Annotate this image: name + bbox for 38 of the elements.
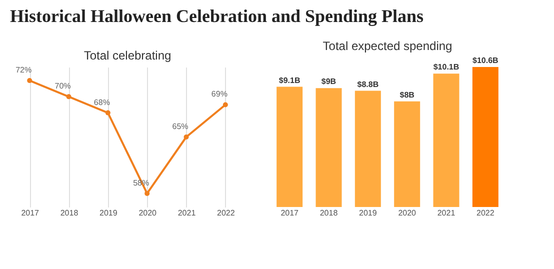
x-tick-label: 2017 xyxy=(21,208,40,218)
data-label: 65% xyxy=(172,122,188,131)
bar xyxy=(316,88,342,207)
data-label: 70% xyxy=(54,82,71,91)
x-tick-label: 2020 xyxy=(398,208,417,218)
chart-subtitle: Total celebrating xyxy=(84,48,172,63)
x-tick-label: 2017 xyxy=(280,208,300,218)
bar xyxy=(354,90,381,207)
data-label: $9.1B xyxy=(278,76,300,85)
data-label: $8B xyxy=(400,90,415,100)
point xyxy=(144,190,150,196)
x-tick-label: 2021 xyxy=(178,208,196,218)
x-tick-label: 2018 xyxy=(320,208,338,218)
data-label: $10.1B xyxy=(433,62,460,72)
data-label: 72% xyxy=(16,66,32,75)
data-label: 68% xyxy=(94,98,110,107)
point xyxy=(222,102,228,108)
bar xyxy=(472,67,498,207)
x-tick-label: 2018 xyxy=(60,208,79,218)
bar xyxy=(394,101,420,207)
point xyxy=(66,94,72,100)
x-tick-label: 2019 xyxy=(359,208,378,218)
bar xyxy=(276,86,303,207)
data-label: $10.6B xyxy=(472,56,499,65)
x-tick-label: 2020 xyxy=(138,208,158,218)
point xyxy=(184,134,189,140)
x-tick-label: 2022 xyxy=(217,208,236,218)
x-tick-label: 2022 xyxy=(476,208,495,218)
data-label: $9B xyxy=(321,77,336,86)
data-label: 69% xyxy=(211,90,228,99)
x-tick-label: 2021 xyxy=(437,208,456,218)
point xyxy=(105,110,110,116)
chart-subtitle: Total expected spending xyxy=(322,39,452,53)
data-label: $8.8B xyxy=(357,80,379,89)
bar xyxy=(433,74,460,207)
x-tick-label: 2019 xyxy=(100,208,118,218)
point xyxy=(27,78,32,84)
chart-title: Historical Halloween Celebration and Spending Plans xyxy=(10,6,424,26)
